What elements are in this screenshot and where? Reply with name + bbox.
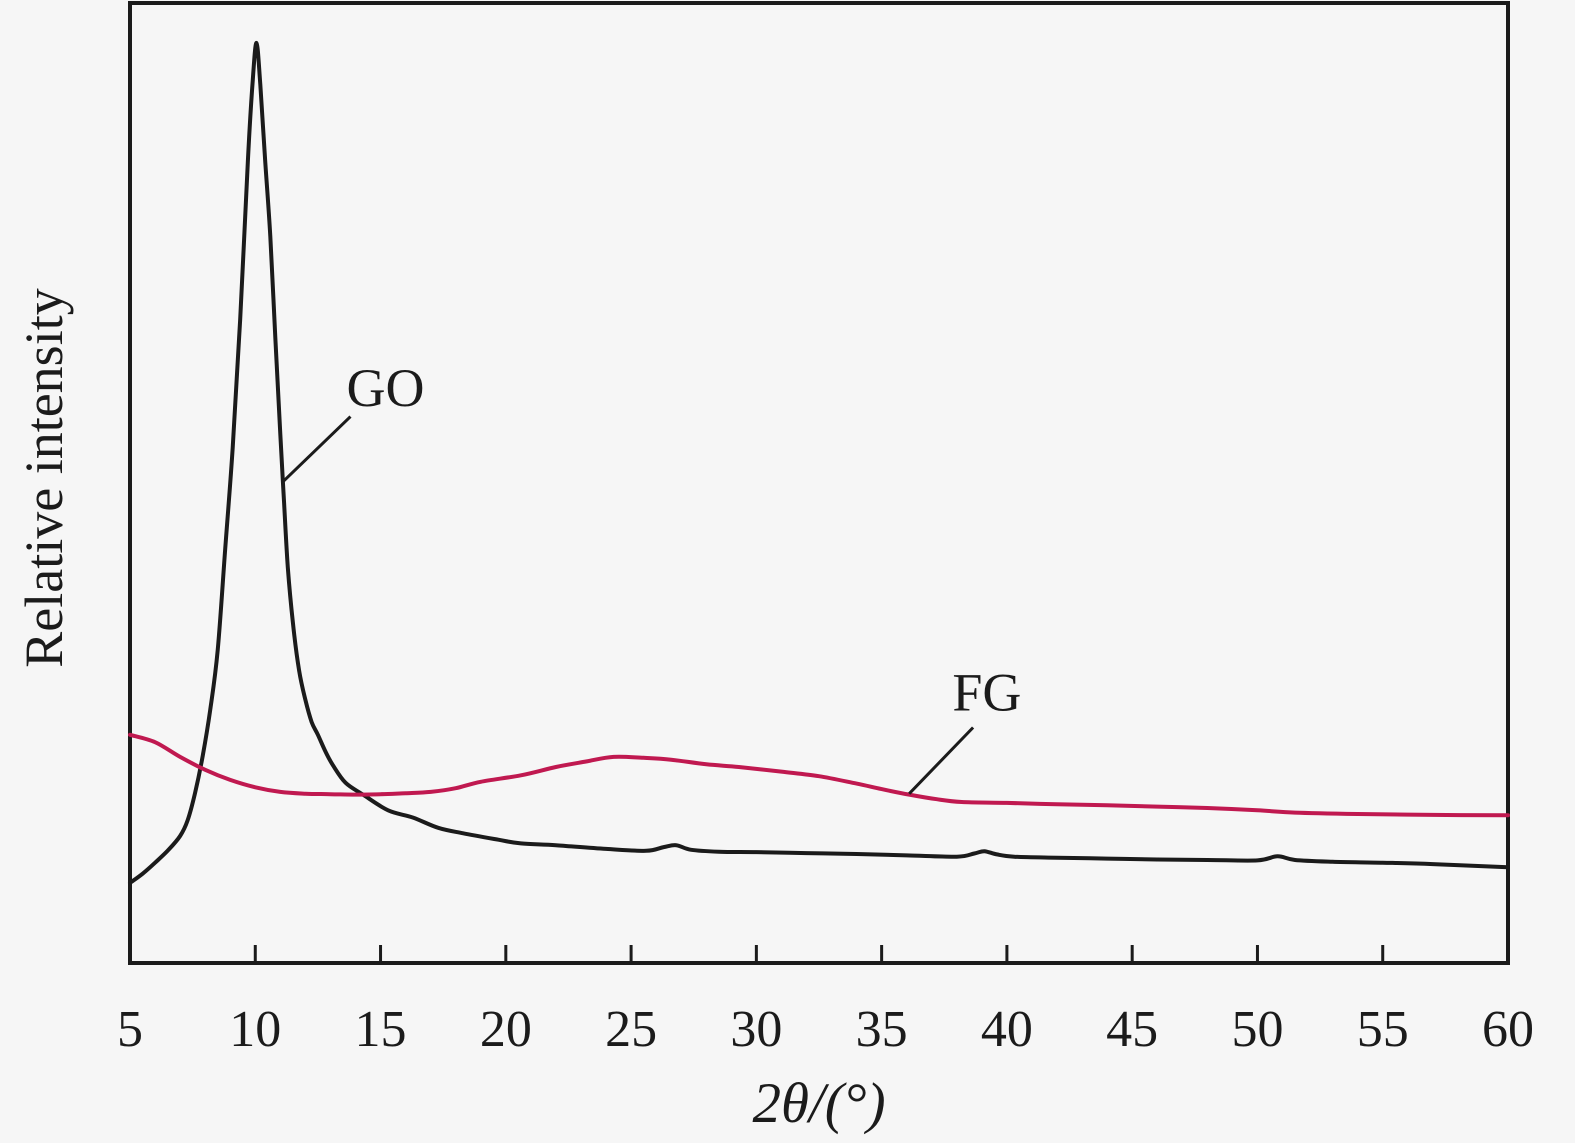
x-tick-label-25: 25 (605, 1001, 657, 1058)
x-axis-title: 2θ/(°) (752, 1072, 885, 1135)
x-tick-label-30: 30 (730, 1001, 782, 1058)
fg-leader-line (908, 726, 975, 795)
go-series-label: GO (347, 358, 425, 418)
go-curve (128, 40, 1510, 885)
x-tick-label-5: 5 (117, 1001, 143, 1058)
x-tick-label-20: 20 (480, 1001, 532, 1058)
x-tick-label-15: 15 (355, 1001, 407, 1058)
plot-area-border (128, 1, 1510, 965)
fg-series-label: FG (952, 663, 1021, 723)
y-axis-title: Relative intensity (14, 288, 74, 667)
x-tick-label-50: 50 (1231, 1001, 1283, 1058)
x-tick-label-55: 55 (1357, 1001, 1409, 1058)
x-tick-label-60: 60 (1482, 1001, 1534, 1058)
x-tick-label-40: 40 (981, 1001, 1033, 1058)
fg-curve (128, 732, 1510, 818)
x-tick-label-45: 45 (1106, 1001, 1158, 1058)
x-tick-label-35: 35 (856, 1001, 908, 1058)
x-axis-tick-labels: 5 10 15 20 25 30 35 40 45 50 55 60 (117, 1001, 1534, 1058)
x-axis-ticks (128, 945, 1510, 961)
x-tick-label-10: 10 (229, 1001, 281, 1058)
go-leader-line (281, 415, 352, 483)
series-annotations: GO FG (281, 358, 1021, 795)
